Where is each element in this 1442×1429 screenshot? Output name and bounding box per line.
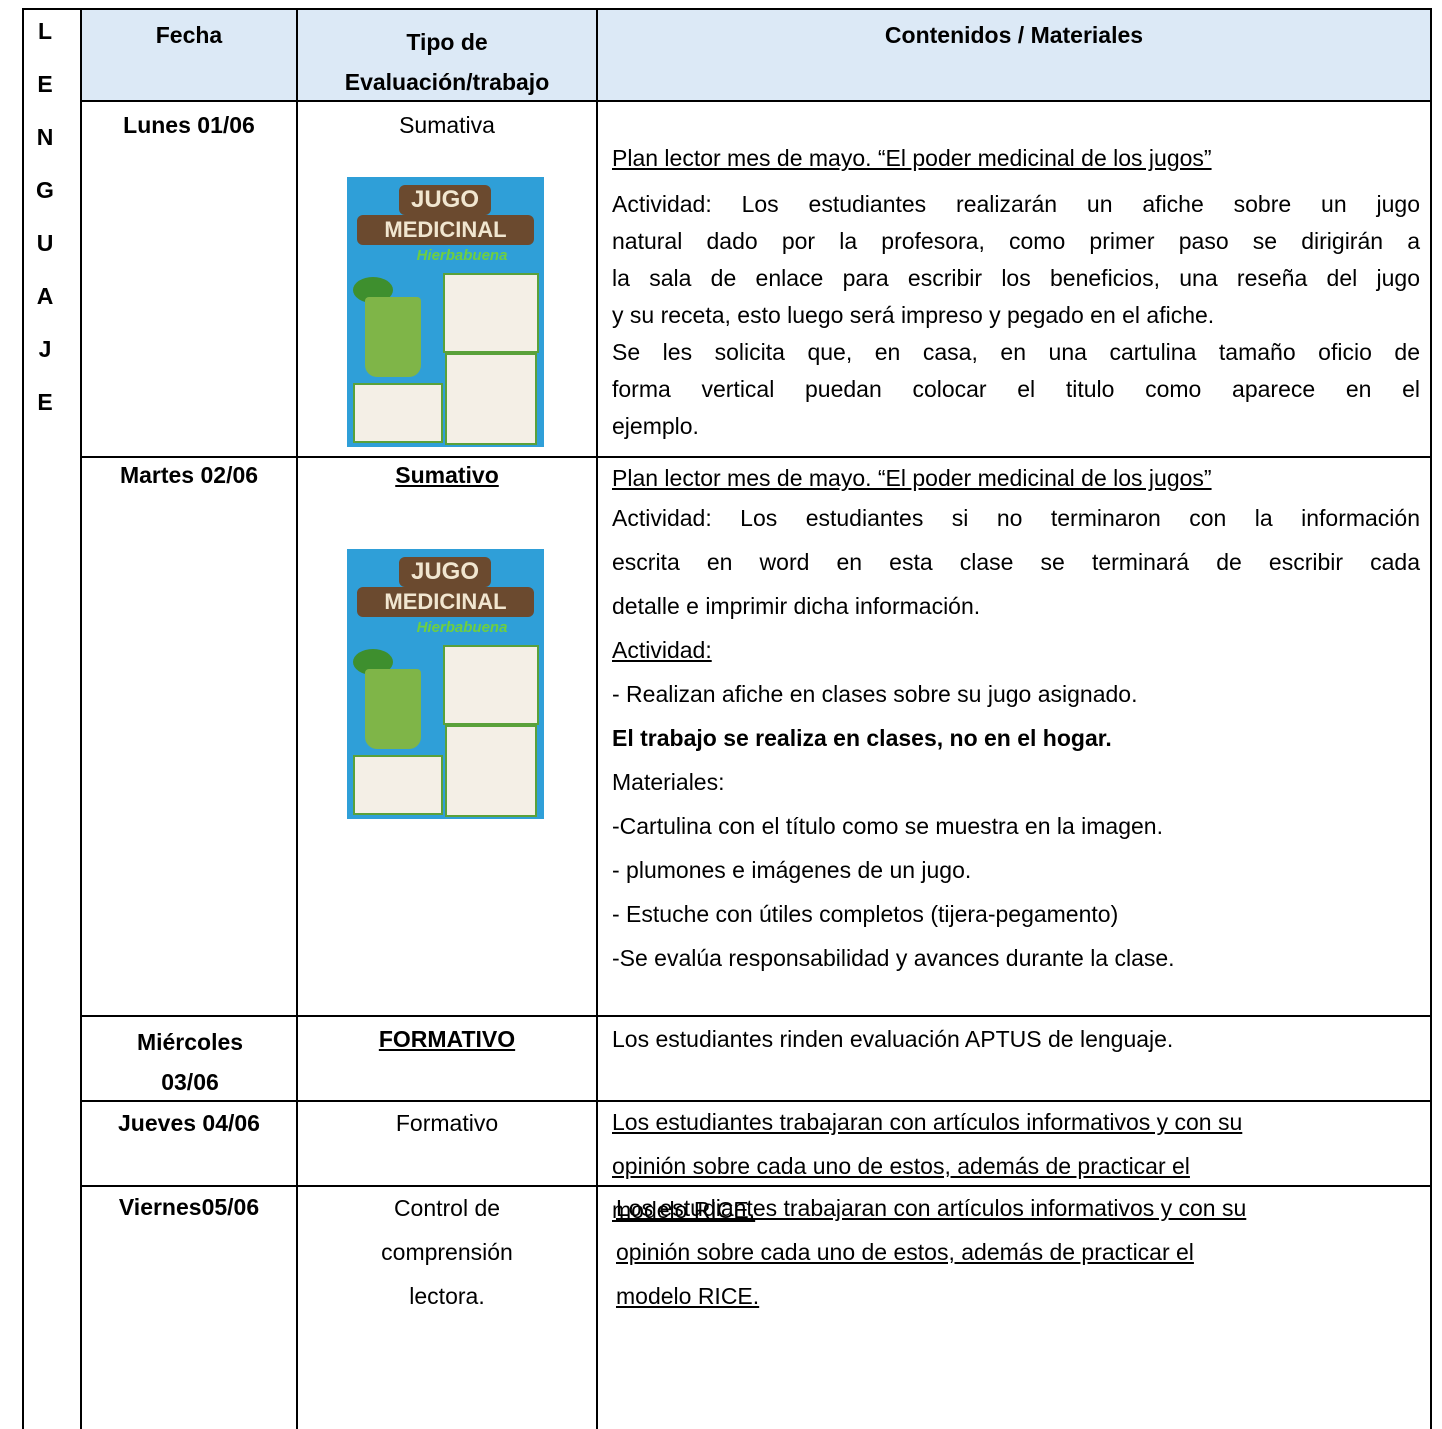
poster-box (445, 353, 537, 445)
type: Control de comprensión lectora. (381, 1195, 513, 1309)
subject-letter: E (37, 389, 53, 415)
subject-letter: E (37, 71, 53, 97)
line: Se les solicita que, en casa, en una car… (612, 339, 1420, 365)
line: detalle e imprimir dicha información. (612, 593, 981, 619)
line: - plumones e imágenes de un jugo. (612, 857, 972, 883)
poster-title: JUGO (399, 185, 491, 215)
poster-subtitle: Hierbabuena (416, 619, 508, 636)
line: -Cartulina con el título como se muestra… (612, 813, 1163, 839)
poster-box (353, 755, 443, 815)
subject-letter: G (36, 177, 54, 203)
border (80, 1100, 1432, 1102)
header-text: Contenidos / Materiales (884, 22, 1144, 48)
line: Plan lector mes de mayo. “El poder medic… (612, 145, 1212, 171)
date: Lunes 01/06 (123, 112, 255, 138)
date: Viernes05/06 (118, 1194, 260, 1220)
border (80, 8, 82, 1429)
line: Los estudiantes trabajaran con artículos… (616, 1195, 1247, 1221)
line: Actividad: Los estudiantes realizarán un… (612, 191, 1420, 217)
line: Actividad: Los estudiantes si no termina… (612, 505, 1420, 531)
poster-box (443, 273, 539, 353)
type: FORMATIVO (378, 1026, 516, 1052)
poster-box (353, 383, 443, 443)
subject-letter: U (36, 230, 54, 256)
border (1430, 8, 1432, 1429)
border (22, 8, 1432, 10)
type: Formativo (395, 1110, 499, 1136)
poster-glass (365, 669, 421, 749)
line: opinión sobre cada uno de estos, además … (612, 1153, 1190, 1179)
border (80, 456, 1432, 458)
border (596, 8, 598, 1429)
line: Actividad: (612, 637, 712, 663)
spacer (612, 177, 1420, 186)
date: Jueves 04/06 (118, 1110, 260, 1136)
line: Plan lector mes de mayo. “El poder medic… (612, 465, 1212, 491)
content: Los estudiantes trabajaran con artículos… (616, 1186, 1424, 1318)
content: Los estudiantes rinden evaluación APTUS … (612, 1026, 1420, 1053)
line: ejemplo. (612, 413, 699, 439)
content: Plan lector mes de mayo. “El poder medic… (612, 460, 1420, 980)
header-cell: Contenidos / Materiales (598, 10, 1430, 100)
poster-title: MEDICINAL (357, 587, 534, 617)
border (80, 100, 1432, 102)
poster-title: MEDICINAL (357, 215, 534, 245)
line: modelo RICE. (616, 1283, 760, 1309)
border (22, 8, 24, 1429)
poster-box (445, 725, 537, 817)
header-cell: Fecha (82, 10, 296, 100)
subject-letter: L (37, 18, 53, 44)
content: Los estudiantes trabajaran con artículos… (612, 1100, 1420, 1232)
subject-letter: A (36, 283, 54, 309)
poster-glass (365, 297, 421, 377)
content: Plan lector mes de mayo. “El poder medic… (612, 140, 1420, 445)
poster-image: JUGO MEDICINAL Hierbabuena (347, 177, 544, 447)
subject-letter: J (38, 336, 52, 362)
line: forma vertical puedan colocar el titulo … (612, 376, 1420, 402)
date: Miércoles 03/06 (136, 1029, 244, 1095)
line: y su receta, esto luego será impreso y p… (612, 302, 1215, 328)
line: Materiales: (612, 769, 725, 795)
line: modelo RICE. (612, 1197, 756, 1223)
line: El trabajo se realiza en clases, no en e… (612, 725, 1112, 751)
border (296, 8, 298, 1429)
subject-letter: N (36, 124, 54, 150)
type: Sumativo (395, 462, 499, 488)
line: opinión sobre cada uno de estos, además … (616, 1239, 1194, 1265)
poster-title: JUGO (399, 557, 491, 587)
line: la sala de enlace para escribir los bene… (612, 265, 1420, 291)
header-text: Tipo de Evaluación/trabajo (344, 29, 550, 95)
border (80, 1015, 1432, 1017)
line: - Estuche con útiles completos (tijera-p… (612, 901, 1119, 927)
poster-box (443, 645, 539, 725)
header-text: Fecha (155, 22, 223, 48)
line: natural dado por la profesora, como prim… (612, 228, 1420, 254)
type: Sumativa (399, 112, 495, 138)
line: -Se evalúa responsabilidad y avances dur… (612, 945, 1175, 971)
poster-image: JUGO MEDICINAL Hierbabuena (347, 549, 544, 819)
line: Los estudiantes rinden evaluación APTUS … (612, 1026, 1174, 1052)
line: Los estudiantes trabajaran con artículos… (612, 1109, 1243, 1135)
poster-subtitle: Hierbabuena (416, 247, 508, 264)
line: - Realizan afiche en clases sobre su jug… (612, 681, 1138, 707)
line: escrita en word en esta clase se termina… (612, 549, 1420, 575)
border (80, 1185, 1432, 1187)
header-cell: Tipo de Evaluación/trabajo (298, 10, 596, 100)
date: Martes 02/06 (119, 462, 259, 488)
